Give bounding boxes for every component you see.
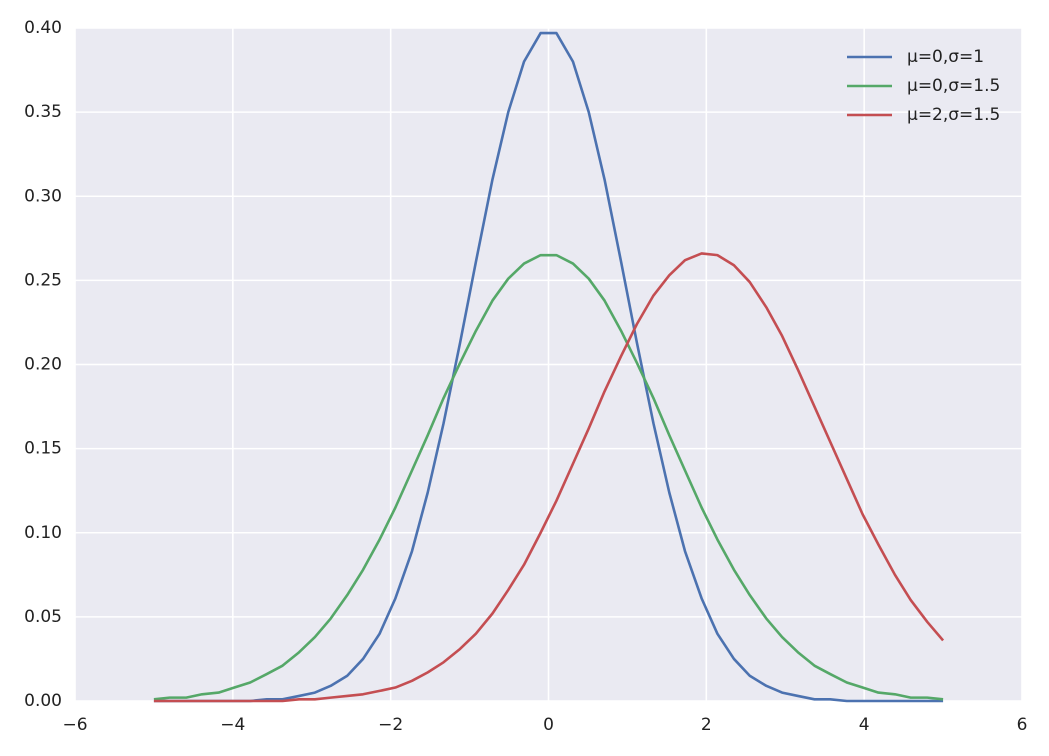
legend-label: μ=0,σ=1: [907, 47, 984, 67]
legend-label: μ=0,σ=1.5: [907, 76, 1000, 96]
x-tick-label: 4: [859, 715, 870, 735]
y-tick-label: 0.05: [24, 607, 62, 627]
x-tick-label: 2: [701, 715, 712, 735]
x-tick-label: −6: [62, 715, 87, 735]
y-tick-label: 0.15: [24, 439, 62, 459]
series-line: [153, 31, 944, 703]
y-tick-label: 0.20: [24, 355, 62, 375]
x-tick-label: −4: [220, 715, 245, 735]
y-tick-label: 0.10: [24, 523, 62, 543]
y-tick-label: 0.25: [24, 270, 62, 290]
x-tick-label: 6: [1017, 715, 1028, 735]
y-tick-label: 0.00: [24, 691, 62, 711]
y-tick-label: 0.30: [24, 186, 62, 206]
x-tick-label: 0: [543, 715, 554, 735]
y-tick-label: 0.35: [24, 102, 62, 122]
legend-label: μ=2,σ=1.5: [907, 105, 1000, 125]
series-line: [153, 252, 945, 703]
series-line: [153, 253, 944, 701]
y-tick-label: 0.40: [24, 18, 62, 38]
x-tick-label: −2: [378, 715, 403, 735]
